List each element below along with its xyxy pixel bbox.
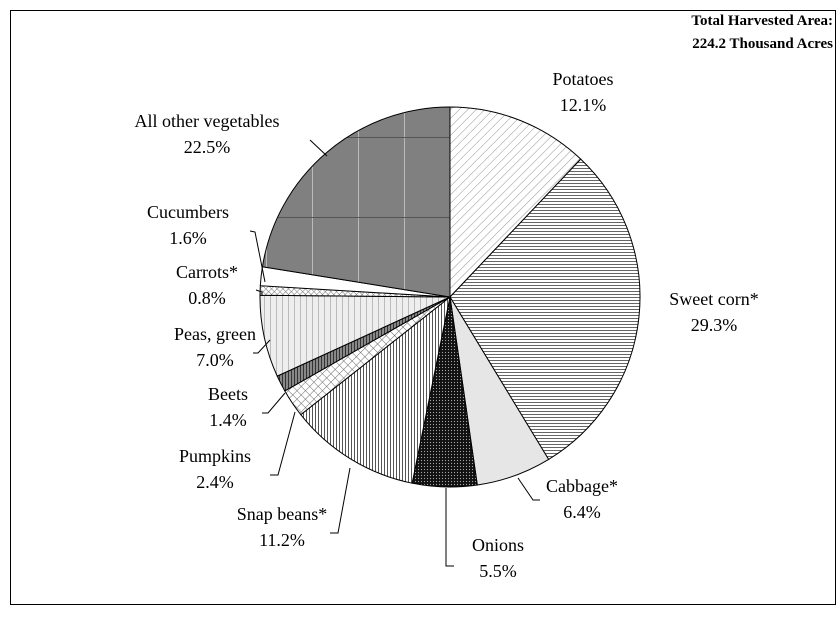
leader-line xyxy=(445,488,454,567)
leader-line xyxy=(262,392,286,414)
slice-label: All other vegetables xyxy=(135,111,280,131)
pie-slice xyxy=(449,158,641,461)
leader-line xyxy=(255,289,263,295)
slice-label: Peas, green xyxy=(174,324,256,344)
slice-value-label: 11.2% xyxy=(259,530,305,550)
slice-value-label: 7.0% xyxy=(196,350,234,370)
slice-label: Snap beans* xyxy=(237,504,327,524)
pie-slice xyxy=(261,106,451,298)
annotation: 224.2 Thousand Acres xyxy=(692,36,833,52)
leader-line xyxy=(249,230,266,283)
leader-line xyxy=(309,139,328,157)
slice-value-label: 1.6% xyxy=(169,228,207,248)
slice-label: Cabbage* xyxy=(546,476,618,496)
slice-value-label: 12.1% xyxy=(560,95,607,115)
slice-value-label: 5.5% xyxy=(479,561,517,581)
slice-label: Pumpkins xyxy=(179,446,251,466)
slice-label: Onions xyxy=(472,535,524,555)
leader-line xyxy=(253,339,271,354)
slice-label: Potatoes xyxy=(553,69,614,89)
slice-label: Cucumbers xyxy=(147,202,229,222)
leader-line xyxy=(270,411,296,476)
frame xyxy=(10,10,836,605)
leader-line xyxy=(517,477,540,501)
leader-line xyxy=(330,467,351,534)
slice-value-label: 1.4% xyxy=(209,410,247,430)
slice-value-label: 29.3% xyxy=(691,315,738,335)
pie-slice xyxy=(449,106,582,299)
slice-value-label: 22.5% xyxy=(184,137,231,157)
slice-label: Sweet corn* xyxy=(669,289,758,309)
pie-slice xyxy=(300,295,451,484)
annotation: Total Harvested Area: xyxy=(691,13,833,29)
slice-value-label: 0.8% xyxy=(188,288,226,308)
slice-value-label: 2.4% xyxy=(196,472,234,492)
slice-label: Beets xyxy=(208,384,248,404)
slice-label: Carrots* xyxy=(176,262,238,282)
slice-value-label: 6.4% xyxy=(563,502,601,522)
